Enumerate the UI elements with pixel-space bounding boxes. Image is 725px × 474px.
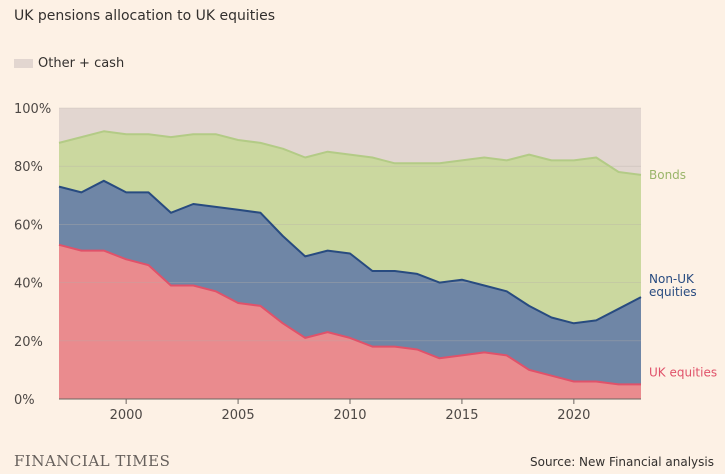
line-uk-equities — [58, 243, 641, 386]
series-label-non-uk-equities: Non-UK — [649, 272, 695, 286]
publisher-logo: FINANCIAL TIMES — [14, 452, 171, 470]
line-bonds — [58, 130, 642, 176]
y-tick-label: 100% — [14, 102, 51, 117]
x-axis: 2000 2005 2010 2015 2020 — [110, 399, 590, 423]
legend-swatch-other-cash — [14, 59, 33, 68]
x-tick-label: 2015 — [445, 408, 478, 423]
series-label-non-uk-equities: equities — [649, 285, 697, 299]
x-tick-label: 2005 — [222, 408, 255, 423]
y-tick-label: 20% — [14, 335, 43, 350]
line-non-uk-equities — [58, 179, 642, 325]
x-tick-label: 2020 — [557, 408, 590, 423]
legend-label-other-cash: Other + cash — [38, 56, 125, 71]
x-tick-label: 2010 — [333, 408, 366, 423]
chart-title: UK pensions allocation to UK equities — [14, 8, 276, 24]
y-axis: 0% 20% 40% 60% 80% 100% — [14, 102, 51, 408]
series-lines — [58, 130, 642, 386]
area-uk-equities — [59, 244, 641, 399]
y-tick-label: 80% — [14, 160, 43, 175]
y-tick-label: 0% — [14, 393, 35, 408]
source-note: Source: New Financial analysis — [529, 455, 714, 469]
area-bonds — [59, 131, 641, 324]
legend: Other + cash — [14, 56, 124, 71]
x-tick-label: 2000 — [110, 408, 143, 423]
series-label-uk-equities: UK equities — [649, 365, 717, 379]
y-tick-label: 60% — [14, 218, 43, 233]
y-tick-label: 40% — [14, 277, 43, 292]
series-label-bonds: Bonds — [649, 168, 686, 182]
